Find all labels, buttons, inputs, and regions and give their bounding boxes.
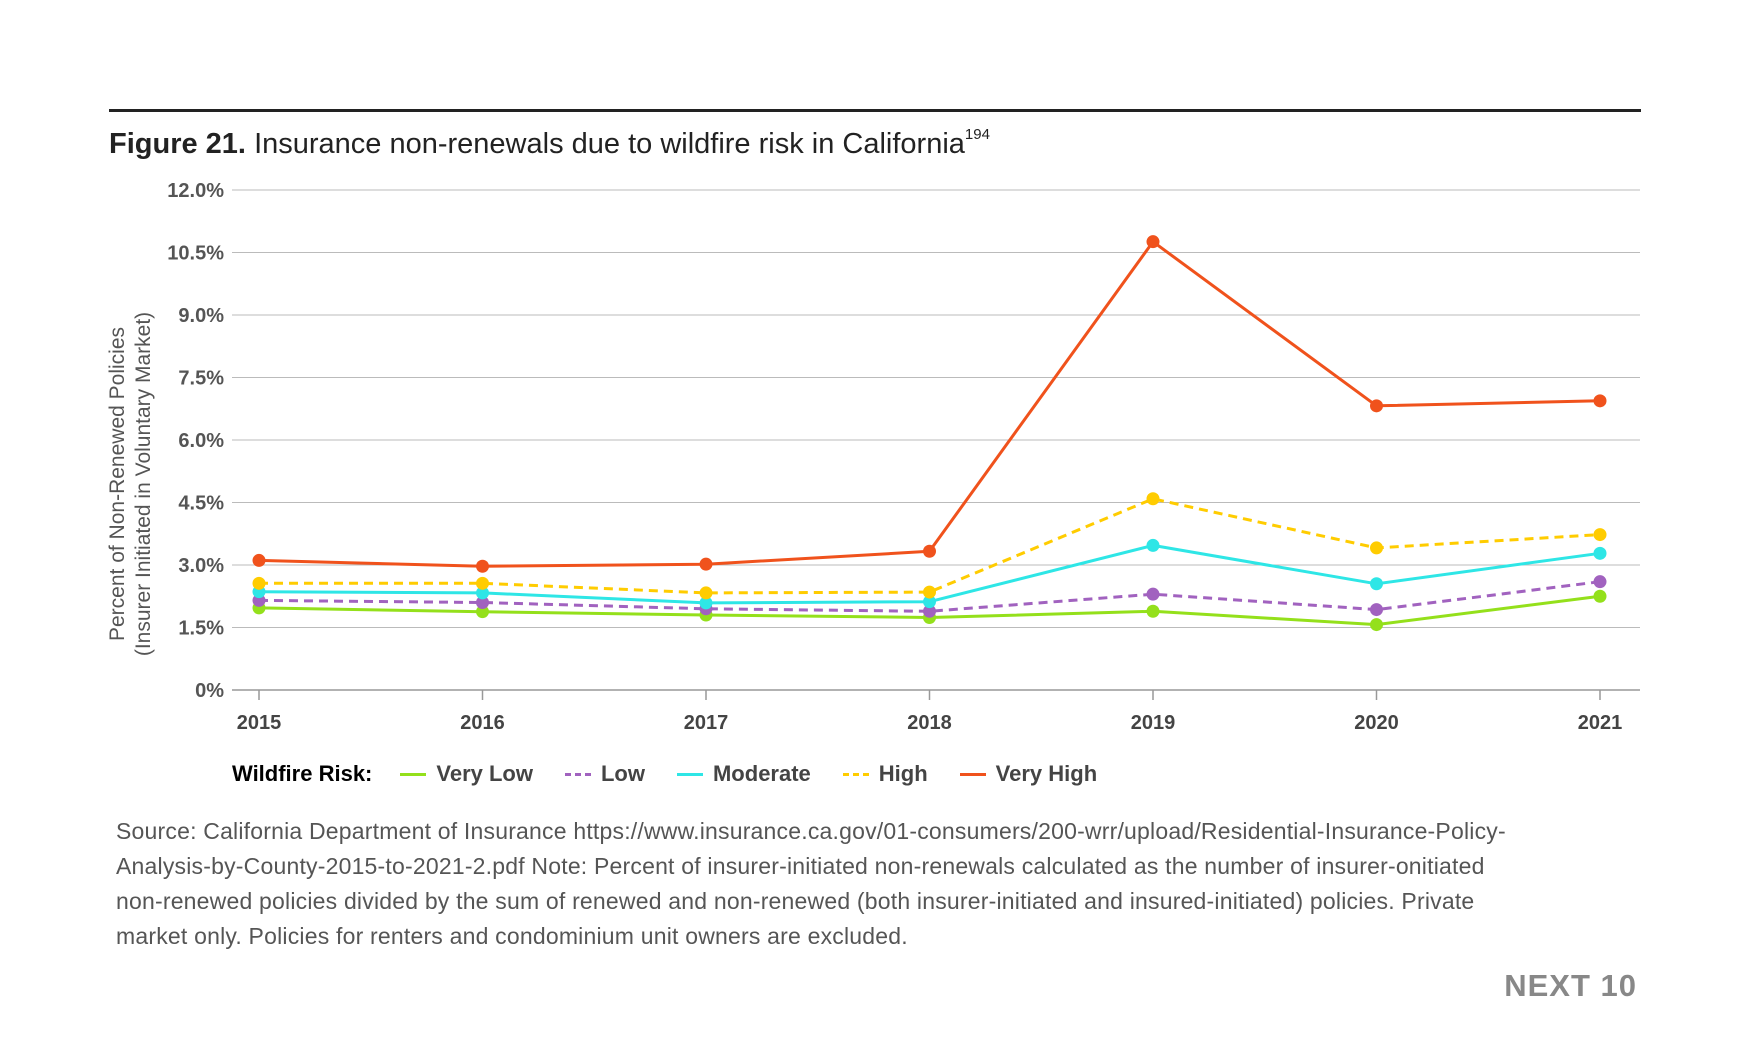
data-point-very-high xyxy=(923,544,936,558)
legend-label: Low xyxy=(600,761,645,786)
legend-swatch xyxy=(564,772,591,776)
source-line: non-renewed policies divided by the sum … xyxy=(116,888,1475,914)
y-tick-label: 6.0% xyxy=(178,430,224,452)
x-tick-label: 2015 xyxy=(237,712,282,734)
data-point-high xyxy=(1370,541,1383,555)
data-point-very-low xyxy=(476,605,489,619)
legend-swatch xyxy=(842,772,869,776)
y-axis-label-line2: (Insurer Initiated in Voluntary Market) xyxy=(132,312,155,656)
source-line: market only. Policies for renters and co… xyxy=(116,923,908,949)
legend-item-low: Low xyxy=(564,761,645,787)
x-tick-label: 2019 xyxy=(1131,712,1176,734)
x-tick-label: 2017 xyxy=(684,712,729,734)
data-point-very-high xyxy=(1593,394,1607,408)
y-tick-label: 10.5% xyxy=(167,243,224,265)
data-point-high xyxy=(252,576,266,590)
y-tick-label: 4.5% xyxy=(178,493,224,515)
data-point-high xyxy=(923,585,936,599)
data-point-very-high xyxy=(476,559,489,573)
data-point-high xyxy=(1593,528,1607,542)
y-tick-label: 7.5% xyxy=(178,368,224,390)
legend-items: Very Low Low Moderate High Very High xyxy=(400,761,1129,787)
data-point-moderate xyxy=(1593,546,1607,560)
axes: 0% 1.5% 3.0% 4.5% 6.0% 7.5% 9.0% 10.5% 12.0% 2015… xyxy=(167,180,1622,734)
data-point-very-high xyxy=(252,553,266,567)
data-point-very-high xyxy=(1146,235,1160,249)
line-chart: 0% 1.5% 3.0% 4.5% 6.0% 7.5% 9.0% 10.5% 12.0% 2015… xyxy=(106,180,1640,734)
legend-item-moderate: Moderate xyxy=(676,761,811,787)
data-point-very-low xyxy=(1146,604,1160,618)
gridlines xyxy=(232,189,1640,691)
data-point-high xyxy=(1146,492,1160,506)
data-point-high xyxy=(476,576,489,590)
legend-label: Moderate xyxy=(712,761,811,786)
source-note: Source: California Department of Insuran… xyxy=(116,814,1646,954)
legend-swatch xyxy=(676,772,703,776)
y-tick-label: 12.0% xyxy=(167,180,224,202)
x-tick-label: 2020 xyxy=(1354,712,1399,734)
data-point-moderate xyxy=(1146,538,1160,552)
legend-item-very-high: Very High xyxy=(959,761,1098,787)
y-tick-label: 0% xyxy=(195,680,224,702)
legend-label: Very High xyxy=(995,761,1098,786)
data-point-high xyxy=(699,586,713,600)
legend-title: Wildfire Risk: xyxy=(232,761,373,786)
source-line: Source: California Department of Insuran… xyxy=(116,818,1506,844)
y-tick-label: 1.5% xyxy=(178,618,224,640)
data-point-moderate xyxy=(476,586,489,600)
data-point-very-low xyxy=(1370,618,1383,632)
data-point-very-high xyxy=(1370,399,1383,413)
legend-item-high: High xyxy=(842,761,928,787)
legend: Wildfire Risk: Very Low Low Moderate High Ve… xyxy=(232,759,1129,789)
data-point-low xyxy=(1370,603,1383,617)
figure-title-text: Insurance non-renewals due to wildfire r… xyxy=(254,128,965,160)
legend-swatch xyxy=(400,772,427,776)
series-lines xyxy=(258,240,1601,627)
brand-logo: NEXT 10 xyxy=(1504,968,1637,1003)
legend-item-very-low: Very Low xyxy=(400,761,533,787)
data-point-moderate xyxy=(923,595,936,609)
data-point-low xyxy=(1146,587,1160,601)
footnote-ref: 194 xyxy=(964,126,990,143)
data-points xyxy=(252,235,1607,632)
data-point-low xyxy=(923,604,936,618)
legend-label: High xyxy=(878,761,928,786)
y-tick-label: 9.0% xyxy=(178,305,224,327)
series-line-very-high xyxy=(258,240,1601,568)
legend-swatch xyxy=(959,772,986,776)
data-point-very-low xyxy=(1593,589,1607,603)
y-tick-label: 3.0% xyxy=(178,555,224,577)
x-tick-label: 2018 xyxy=(907,712,952,734)
data-point-moderate xyxy=(1370,577,1383,591)
figure-title: Figure 21. Insurance non-renewals due to… xyxy=(109,126,990,161)
legend-label: Very Low xyxy=(436,761,533,786)
top-rule xyxy=(109,109,1641,112)
source-line: Analysis-by-County-2015-to-2021-2.pdf No… xyxy=(116,853,1485,879)
data-point-low xyxy=(1593,575,1607,589)
y-axis-label-line1: Percent of Non-Renewed Policies xyxy=(106,327,129,641)
data-point-moderate xyxy=(699,596,713,610)
x-tick-label: 2016 xyxy=(460,712,505,734)
data-point-low xyxy=(476,596,489,609)
figure-label: Figure 21. xyxy=(109,128,246,160)
data-point-very-high xyxy=(699,557,713,571)
x-tick-label: 2021 xyxy=(1578,712,1623,734)
